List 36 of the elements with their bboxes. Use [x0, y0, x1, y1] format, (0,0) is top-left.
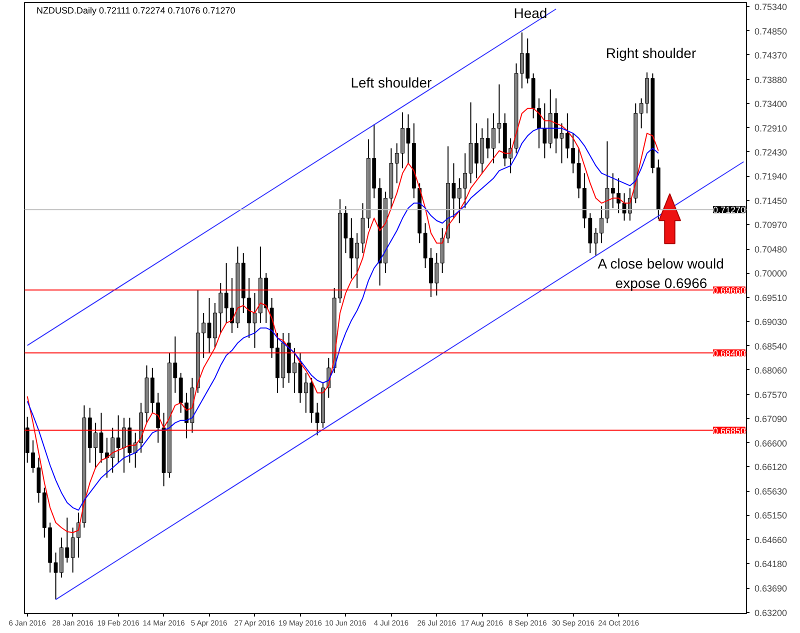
y-tick-label: 0.64660: [754, 535, 788, 546]
y-tick-label: 0.72430: [754, 147, 788, 158]
y-tick-label: 0.66600: [754, 438, 788, 448]
y-tick-label: 0.69510: [754, 293, 788, 304]
y-tick-label: 0.65630: [754, 486, 788, 497]
y-tick-label: 0.70480: [754, 244, 788, 255]
ref-line-label: 0.71270: [712, 205, 746, 216]
annotation: Left shoulder: [350, 74, 432, 90]
y-tick-label: 0.71940: [754, 172, 788, 182]
annotation: Head: [514, 4, 548, 21]
y-tick-label: 0.73880: [754, 74, 788, 85]
candlestick: [542, 102, 547, 159]
y-tick-label: 0.72910: [754, 123, 788, 134]
y-tick-label: 0.64180: [754, 559, 788, 570]
annotation: Right shoulder: [606, 44, 696, 61]
ref-line-label: 0.68400: [712, 348, 746, 358]
y-tick-label: 0.74370: [754, 50, 788, 60]
y-tick-label: 0.66120: [754, 462, 788, 472]
ref-line-label: 0.69660: [712, 286, 746, 296]
y-tick-label: 0.70000: [754, 268, 788, 279]
y-tick-label: 0.65150: [754, 510, 788, 521]
ref-line-label: 0.66850: [712, 426, 746, 436]
y-tick-label: 0.74850: [754, 26, 788, 36]
y-tick-label: 0.70970: [754, 220, 788, 230]
candlestick: [218, 282, 223, 334]
y-tick-label: 0.71450: [754, 196, 788, 206]
y-tick-label: 0.73400: [754, 98, 788, 109]
y-tick-label: 0.63690: [754, 584, 788, 594]
y-tick-label: 0.63200: [754, 608, 788, 618]
chart-title: NZDUSD.Daily 0.72111 0.72274 0.71076 0.71270: [36, 6, 236, 16]
y-tick-label: 0.68060: [754, 365, 788, 376]
y-tick-label: 0.75340: [754, 2, 788, 12]
y-tick-label: 0.67570: [754, 390, 788, 400]
y-tick-label: 0.67090: [754, 414, 788, 424]
y-tick-label: 0.68540: [754, 341, 788, 352]
y-tick-label: 0.69030: [754, 316, 788, 327]
